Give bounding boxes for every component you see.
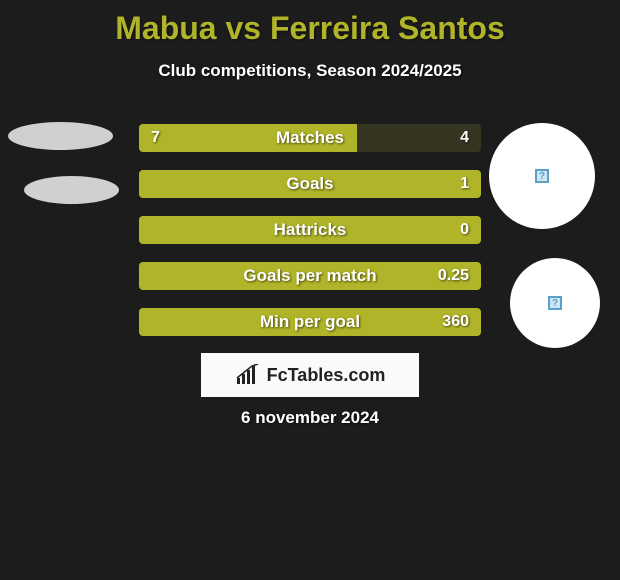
player-right-avatar-1: ? — [489, 123, 595, 229]
stat-label: Min per goal — [139, 308, 481, 336]
stat-row: Min per goal360 — [139, 308, 481, 336]
stat-value-right: 4 — [460, 124, 469, 152]
stat-row: Goals per match0.25 — [139, 262, 481, 290]
page-title: Mabua vs Ferreira Santos — [0, 0, 620, 47]
brand-text: FcTables.com — [267, 365, 386, 386]
comparison-bars: Matches7 4 Goals1 Hattricks0 Goals per match… — [139, 124, 481, 354]
stat-value-right: 360 — [442, 308, 469, 336]
stat-value-right: 1 — [460, 170, 469, 198]
stat-label: Goals per match — [139, 262, 481, 290]
stat-value-right: 0 — [460, 216, 469, 244]
image-placeholder-icon: ? — [535, 169, 549, 183]
stat-row: Goals1 — [139, 170, 481, 198]
player-left-avatar-2 — [24, 176, 119, 204]
stat-value-left: 7 — [151, 124, 160, 152]
player-left-avatar-1 — [8, 122, 113, 150]
stat-value-right: 0.25 — [438, 262, 469, 290]
brand-badge: FcTables.com — [201, 353, 419, 397]
player-right-avatar-2: ? — [510, 258, 600, 348]
subtitle: Club competitions, Season 2024/2025 — [0, 61, 620, 81]
stat-row: Matches7 4 — [139, 124, 481, 152]
brand-chart-icon — [235, 364, 261, 386]
stat-label: Matches — [139, 124, 481, 152]
image-placeholder-icon: ? — [548, 296, 562, 310]
stat-label: Goals — [139, 170, 481, 198]
date-text: 6 november 2024 — [0, 408, 620, 428]
stat-label: Hattricks — [139, 216, 481, 244]
stat-row: Hattricks0 — [139, 216, 481, 244]
